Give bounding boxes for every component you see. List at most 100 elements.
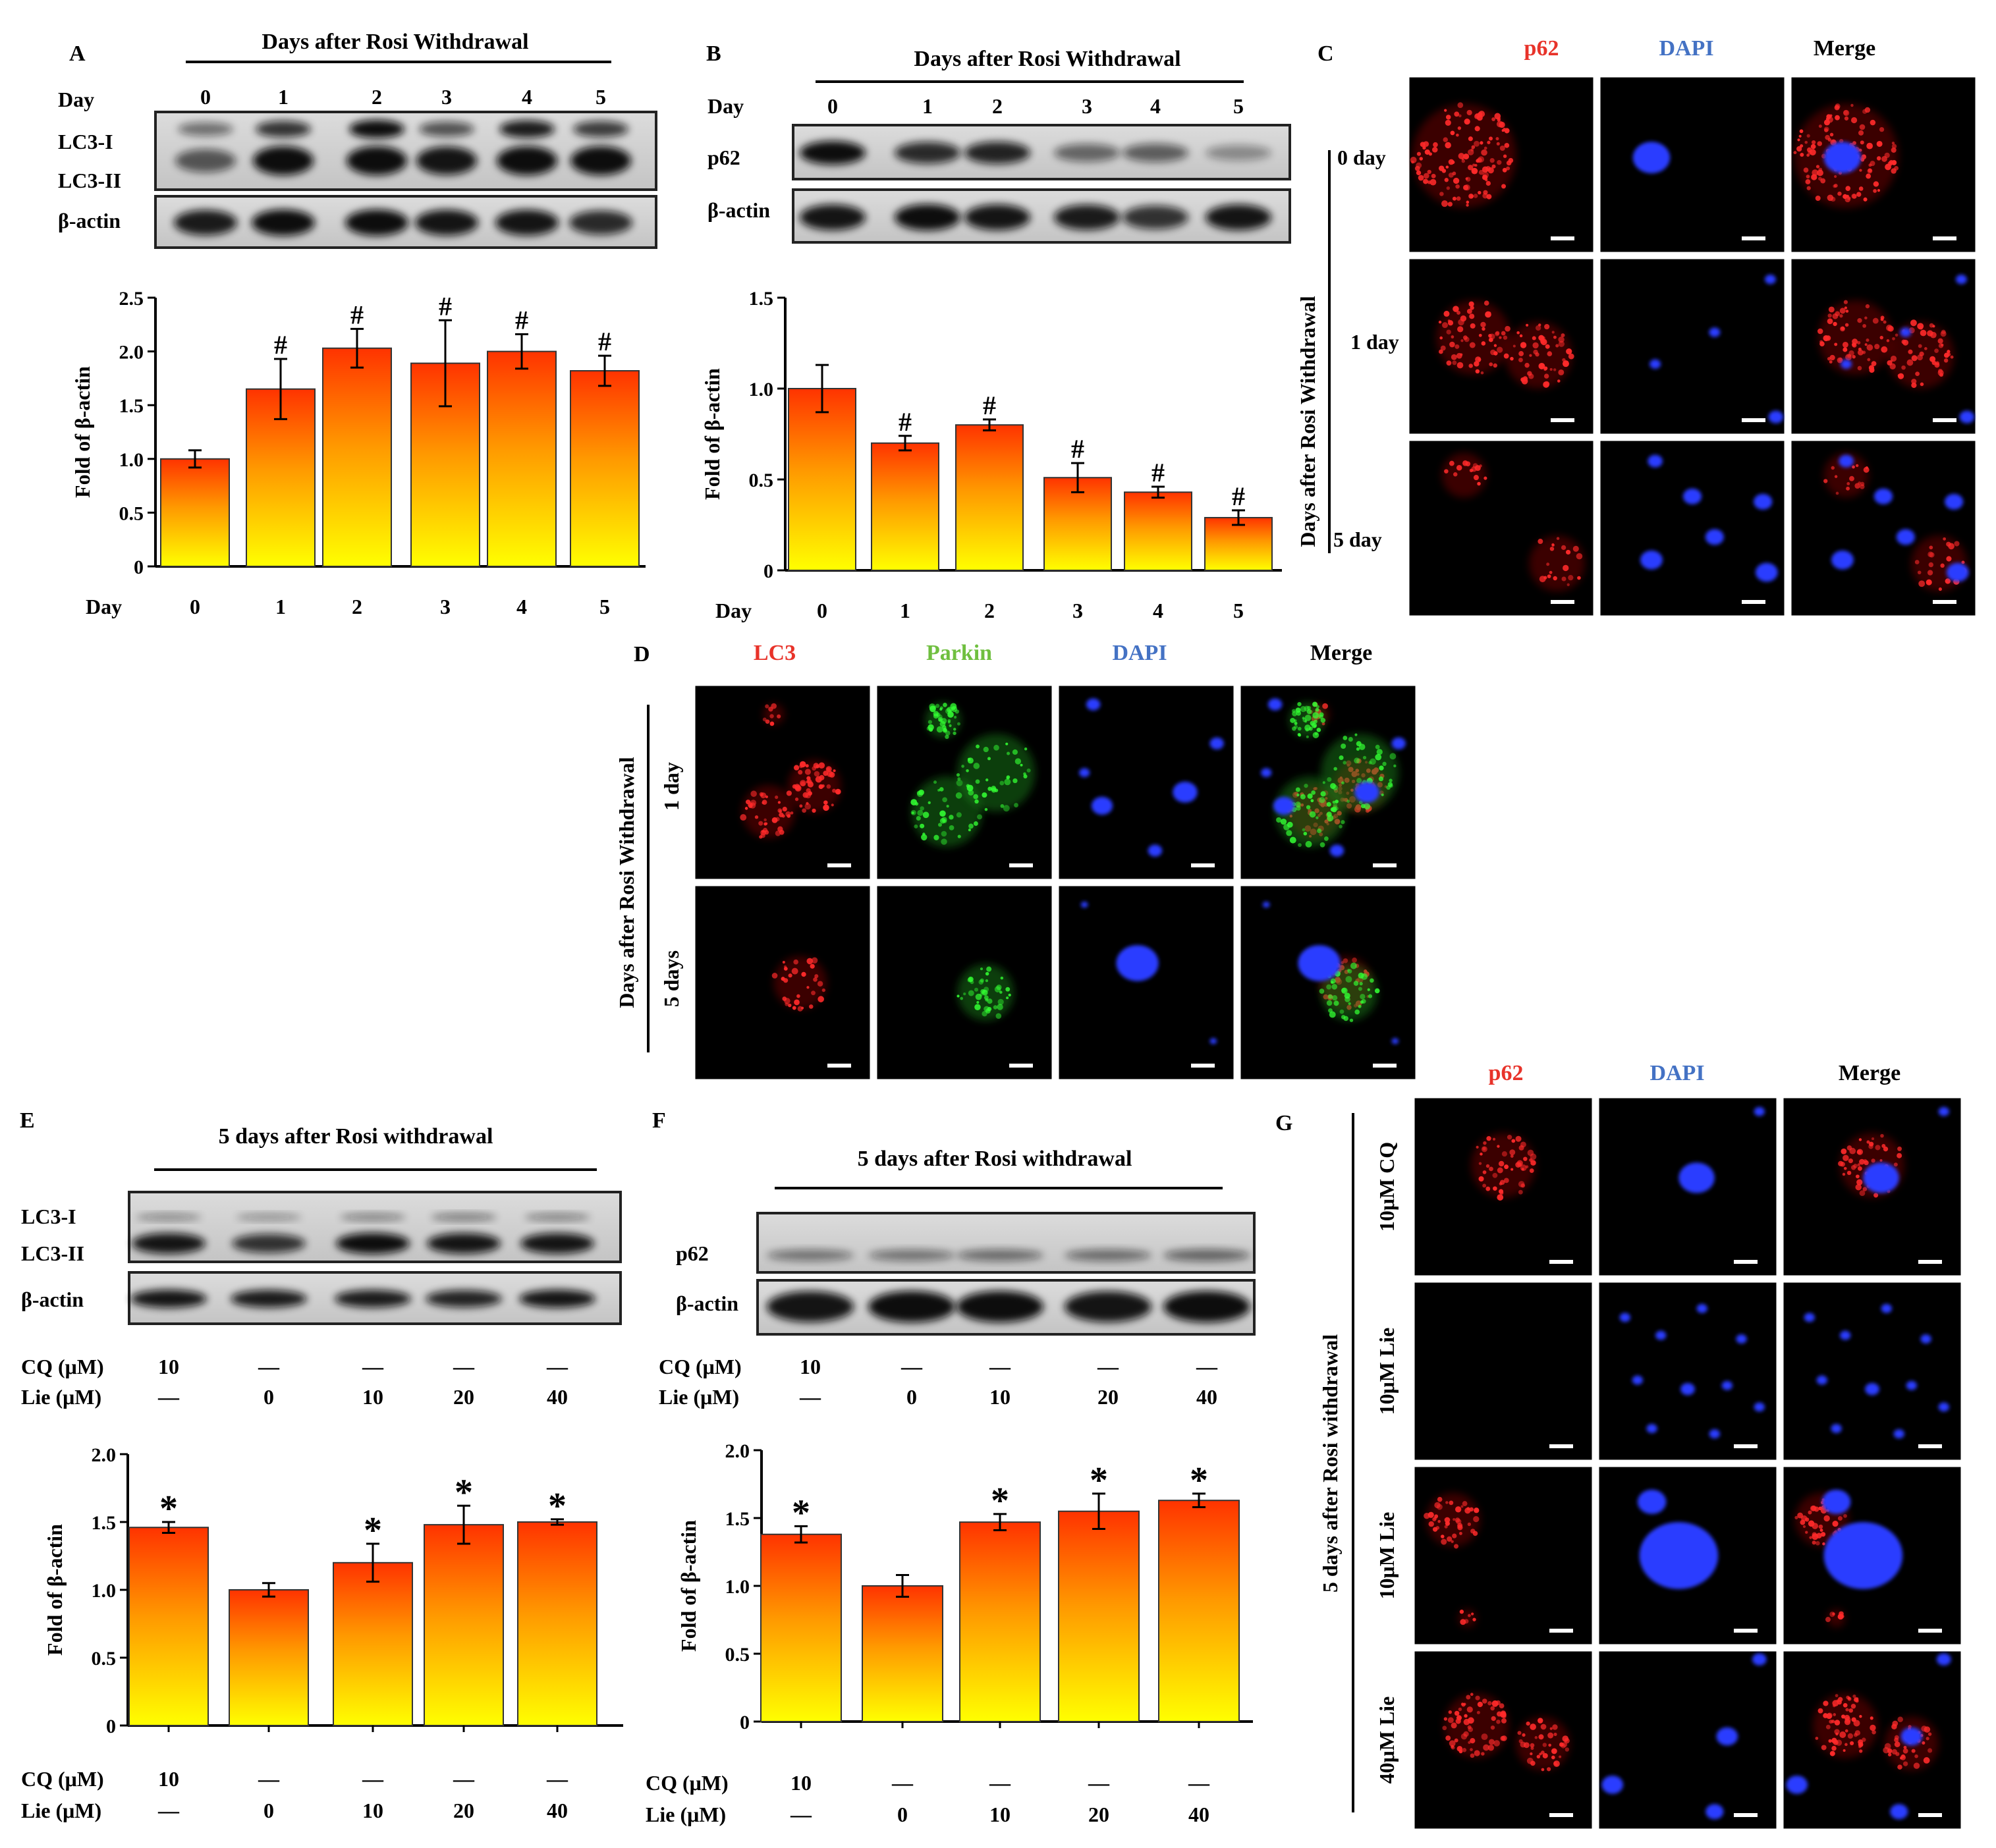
green-puncta	[939, 706, 943, 710]
red-puncta	[1555, 344, 1559, 348]
red-puncta	[1864, 107, 1871, 113]
red-puncta	[1509, 1149, 1516, 1156]
green-puncta	[997, 1004, 1003, 1010]
red-puncta	[1437, 1496, 1443, 1502]
panel-e-cq-label-lower: CQ (μM)	[21, 1767, 104, 1791]
significance-mark: *	[364, 1510, 382, 1551]
red-puncta	[1542, 1753, 1548, 1758]
red-puncta	[1432, 1517, 1437, 1521]
red-puncta	[1352, 957, 1357, 963]
red-puncta	[1456, 196, 1461, 201]
panel-f-lie-label-lower: Lie (μM)	[646, 1803, 726, 1826]
nucleus	[1752, 1653, 1767, 1666]
green-puncta	[1311, 722, 1317, 728]
red-puncta	[1526, 1721, 1530, 1726]
band-lc3-2	[497, 146, 557, 175]
panel-b-day-1: 1	[922, 94, 933, 118]
y-tick-label: 0	[740, 1712, 750, 1733]
green-puncta	[1360, 1000, 1364, 1004]
x-tick-label: 3	[440, 595, 451, 618]
red-puncta	[1876, 156, 1881, 161]
red-puncta	[1926, 579, 1932, 585]
bar	[788, 388, 856, 571]
red-puncta	[1549, 367, 1553, 371]
green-puncta	[1339, 1009, 1345, 1014]
red-puncta	[1439, 336, 1443, 340]
red-puncta	[1561, 545, 1566, 551]
red-puncta	[1477, 481, 1481, 486]
red-puncta	[1944, 352, 1949, 358]
red-puncta	[1445, 1501, 1449, 1504]
green-puncta	[980, 967, 984, 971]
red-puncta	[1443, 137, 1448, 142]
nucleus	[1116, 945, 1159, 981]
red-puncta	[1493, 363, 1497, 368]
red-puncta	[1833, 1713, 1837, 1716]
red-puncta	[1551, 331, 1555, 334]
red-puncta	[1534, 1736, 1538, 1739]
panel-f-cq-value-lower: 10	[790, 1771, 812, 1795]
red-puncta	[1453, 472, 1458, 477]
red-puncta	[1462, 1501, 1468, 1506]
red-puncta	[1562, 358, 1566, 362]
green-puncta	[1005, 987, 1011, 992]
red-puncta	[1917, 570, 1922, 575]
panel-f-lie-value: 10	[989, 1385, 1011, 1409]
panel-g-col-merge: Merge	[1839, 1061, 1900, 1085]
red-puncta	[1839, 314, 1843, 318]
panel-g-col-p62: p62	[1489, 1061, 1524, 1085]
red-puncta	[775, 795, 779, 800]
green-puncta	[1332, 784, 1338, 791]
green-puncta	[1292, 711, 1298, 717]
panel-f-cq-value-lower: —	[989, 1771, 1011, 1795]
red-puncta	[1855, 464, 1859, 468]
red-puncta	[1858, 186, 1864, 191]
green-puncta	[993, 1005, 998, 1010]
green-puncta	[943, 703, 947, 707]
red-puncta	[1929, 552, 1935, 558]
red-puncta	[1924, 1726, 1931, 1733]
red-puncta	[1827, 313, 1832, 318]
red-puncta	[1922, 1741, 1926, 1745]
red-puncta	[1883, 320, 1887, 324]
red-puncta	[806, 780, 810, 784]
red-puncta	[1950, 355, 1954, 359]
red-puncta	[1529, 1168, 1534, 1173]
red-puncta	[1457, 1525, 1463, 1531]
green-puncta	[1331, 983, 1338, 990]
green-puncta	[941, 838, 947, 845]
red-puncta	[1466, 200, 1470, 204]
green-puncta	[1304, 715, 1312, 721]
red-puncta	[1854, 483, 1861, 489]
nucleus	[1682, 488, 1702, 504]
red-puncta	[1476, 115, 1483, 121]
red-puncta	[1938, 343, 1944, 348]
red-puncta	[1441, 1538, 1447, 1545]
panel-f-cq-value: —	[1097, 1355, 1119, 1378]
green-puncta	[949, 825, 955, 830]
red-puncta	[1834, 342, 1838, 346]
red-puncta	[1460, 1619, 1466, 1625]
x-tick-label: 2	[352, 595, 362, 618]
green-puncta	[1370, 758, 1376, 765]
red-puncta	[1468, 1614, 1471, 1617]
red-puncta	[1918, 580, 1926, 587]
red-puncta	[1897, 373, 1901, 377]
green-puncta	[1294, 721, 1298, 725]
red-puncta	[1471, 1612, 1474, 1616]
red-puncta	[1468, 165, 1474, 171]
green-puncta	[985, 971, 989, 976]
panel-f-header: 5 days after Rosi withdrawal	[858, 1147, 1132, 1171]
green-puncta	[980, 978, 984, 983]
red-puncta	[1488, 1739, 1495, 1745]
red-puncta	[1528, 373, 1534, 379]
green-puncta	[1381, 793, 1384, 797]
red-puncta	[1837, 1516, 1843, 1521]
green-puncta	[917, 809, 924, 816]
red-puncta	[1501, 331, 1506, 336]
nucleus	[1900, 1727, 1923, 1746]
red-puncta	[1446, 186, 1451, 190]
green-puncta	[953, 728, 956, 731]
red-puncta	[1490, 1725, 1495, 1730]
band-beta-actin	[1163, 1291, 1250, 1322]
